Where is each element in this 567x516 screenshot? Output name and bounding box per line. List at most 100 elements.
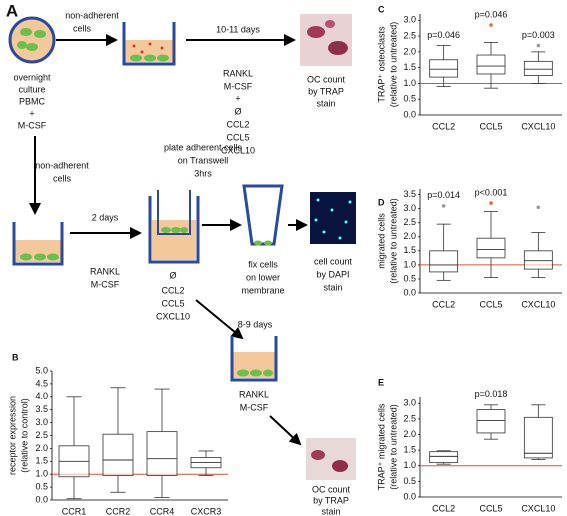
label: CCL5 xyxy=(161,298,184,308)
label: membrane xyxy=(241,285,284,295)
cell xyxy=(20,28,32,36)
y-tick-label: 2.5 xyxy=(403,217,416,227)
y-axis-label: (relative to untreated) xyxy=(388,198,398,284)
diagram: A overnight culture PBMC + M-CSF non-adh… xyxy=(6,1,356,516)
outlier xyxy=(536,205,541,210)
box xyxy=(476,409,506,434)
y-tick-label: 4.5 xyxy=(35,378,48,388)
x-tick-label: CCR2 xyxy=(106,506,131,516)
cell xyxy=(34,30,46,38)
y-tick-label: 0.0 xyxy=(403,491,416,501)
outlier xyxy=(489,201,493,205)
cell xyxy=(26,43,38,51)
y-tick-label: 2.0 xyxy=(403,429,416,439)
annotation: p=0.046 xyxy=(475,9,508,19)
y-axis-label: (relative to untreated) xyxy=(388,22,398,108)
label: RANKL xyxy=(90,266,120,276)
label: 8-9 days xyxy=(238,319,273,329)
box xyxy=(429,451,459,464)
panel-label: A xyxy=(6,1,18,20)
outlier xyxy=(441,204,446,208)
well xyxy=(122,22,176,66)
box xyxy=(102,433,134,476)
well xyxy=(12,222,64,266)
label: Ø xyxy=(234,106,241,116)
x-tick-label: CCL2 xyxy=(432,299,455,309)
label: cell count xyxy=(314,256,353,266)
label: stain xyxy=(321,506,340,516)
label: by TRAP xyxy=(313,495,349,505)
label: stain xyxy=(316,98,335,108)
x-tick-label: CCL5 xyxy=(479,121,502,131)
label: Ø xyxy=(169,270,176,280)
label: CCL2 xyxy=(226,119,249,129)
panel-label: C xyxy=(378,4,385,14)
insert xyxy=(157,190,191,235)
well xyxy=(230,336,278,382)
panel-label: B xyxy=(12,352,19,362)
x-tick-label: CXCL10 xyxy=(521,299,555,309)
label: 10-11 days xyxy=(216,24,260,34)
y-tick-label: 1.5 xyxy=(35,456,48,466)
label: + xyxy=(235,93,240,103)
membrane xyxy=(242,184,284,246)
label: M-CSF xyxy=(240,402,269,412)
label: 3hrs xyxy=(194,168,212,178)
label: CXCL10 xyxy=(221,145,255,155)
x-tick-label: CCR4 xyxy=(150,506,175,516)
label: plate adherent cells xyxy=(164,142,243,152)
label: non-adherent xyxy=(65,10,119,20)
label: 2 days xyxy=(92,212,119,222)
label: stain xyxy=(323,282,342,292)
x-tick-label: CCR1 xyxy=(62,506,87,516)
label: cells xyxy=(53,173,72,183)
annotation: p=0.046 xyxy=(427,30,460,40)
label: + xyxy=(29,108,34,118)
x-tick-label: CCL5 xyxy=(479,503,502,513)
label: non-adherent xyxy=(35,160,89,170)
y-tick-label: 3.0 xyxy=(403,15,416,25)
box xyxy=(523,416,553,459)
annotation: p=0.014 xyxy=(427,190,460,200)
label: CCL2 xyxy=(161,285,184,295)
label: M-CSF xyxy=(18,120,47,130)
panel-label: D xyxy=(378,197,385,207)
y-axis-label: migrated cells xyxy=(376,213,386,269)
box xyxy=(476,54,506,75)
label: CXCL10 xyxy=(156,311,190,321)
box xyxy=(523,250,553,270)
label: fix cells xyxy=(248,259,278,269)
y-tick-label: 2.0 xyxy=(403,46,416,56)
box xyxy=(523,60,553,76)
x-tick-label: CCL2 xyxy=(432,121,455,131)
well xyxy=(148,196,200,264)
label: OC count xyxy=(307,74,346,84)
label: RANKL xyxy=(223,68,253,78)
trap-image xyxy=(306,438,356,480)
label: PBMC xyxy=(19,96,46,106)
label: RANKL xyxy=(239,389,269,399)
x-tick-label: CXCL10 xyxy=(521,121,555,131)
y-axis-label: receptor expression xyxy=(7,396,17,475)
x-tick-label: CCL2 xyxy=(432,503,455,513)
y-tick-label: 1.5 xyxy=(403,62,416,72)
x-tick-label: CXCL10 xyxy=(521,503,555,513)
y-tick-label: 2.5 xyxy=(35,430,48,440)
arrow xyxy=(269,415,302,446)
y-axis-label: (relative to untreated) xyxy=(388,404,398,490)
y-tick-label: 3.0 xyxy=(35,417,48,427)
y-tick-label: 1.0 xyxy=(403,78,416,88)
arrow xyxy=(195,299,244,340)
y-tick-label: 1.0 xyxy=(403,460,416,470)
outlier xyxy=(536,43,541,48)
y-tick-label: 0.0 xyxy=(35,494,48,504)
y-tick-label: 0.0 xyxy=(403,109,416,119)
panel-label: E xyxy=(378,377,384,387)
x-tick-label: CCL5 xyxy=(479,299,502,309)
box xyxy=(429,250,459,273)
y-axis-label: TRAP⁺ migrated cells xyxy=(376,403,386,490)
dish xyxy=(8,16,56,64)
y-tick-label: 3.5 xyxy=(403,189,416,199)
